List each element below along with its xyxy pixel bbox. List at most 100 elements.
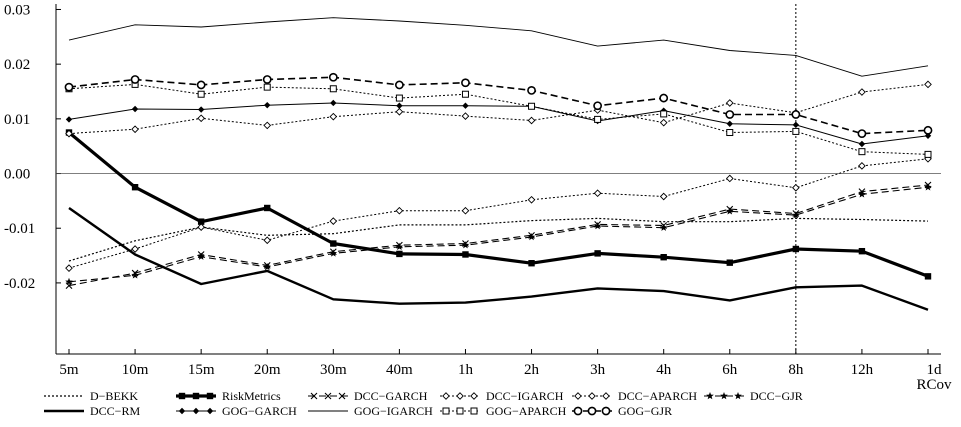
x-tick-label: 1h	[458, 362, 474, 378]
data-point	[131, 245, 139, 253]
legend-item: GOG−GJR	[572, 404, 672, 418]
data-point	[330, 240, 337, 247]
data-point	[65, 129, 73, 138]
data-point	[64, 82, 74, 92]
data-point	[197, 218, 205, 225]
data-point	[65, 282, 73, 290]
data-point	[470, 392, 478, 400]
x-tick-label: 10m	[122, 362, 149, 378]
data-point	[462, 251, 469, 258]
data-point	[792, 121, 800, 129]
data-point	[924, 80, 932, 89]
data-point	[791, 110, 801, 119]
data-point	[528, 260, 535, 267]
legend-item: GOG−GARCH	[176, 404, 297, 418]
data-point	[659, 93, 669, 103]
x-tick-label: 1d RCov	[916, 362, 952, 393]
data-point	[857, 129, 867, 139]
series-line	[68, 158, 929, 269]
series-line	[68, 83, 929, 155]
data-point	[588, 392, 596, 400]
data-point	[442, 407, 450, 415]
series-line	[68, 17, 929, 77]
data-point	[395, 206, 404, 215]
x-tick-label: 15m	[188, 362, 215, 378]
data-point	[264, 204, 271, 212]
series-line	[68, 207, 929, 311]
data-point	[461, 241, 470, 249]
data-point	[131, 184, 139, 191]
data-point	[660, 254, 667, 261]
data-point	[587, 406, 597, 416]
legend-label: DCC−GARCH	[354, 389, 428, 403]
data-point	[659, 192, 668, 201]
legend-item: D−BEKK	[44, 389, 138, 403]
series-dbekk	[68, 217, 929, 262]
x-tick-label: 20m	[254, 362, 281, 378]
data-point	[726, 259, 733, 266]
data-point	[329, 249, 338, 257]
data-point	[593, 101, 603, 111]
data-point	[338, 392, 346, 400]
data-point	[131, 125, 139, 134]
data-point	[263, 263, 272, 271]
legend-label: RiskMetrics	[222, 389, 281, 403]
data-point	[197, 223, 205, 231]
y-tick-label: -0.02	[4, 276, 35, 292]
data-point	[594, 250, 601, 257]
data-point	[192, 392, 200, 400]
legend-item: DCC−IGARCH	[440, 389, 564, 403]
data-point	[461, 112, 470, 120]
data-point	[527, 116, 536, 125]
data-point	[659, 223, 668, 231]
data-point	[131, 271, 139, 279]
series-goggjr	[64, 72, 933, 139]
data-point	[659, 118, 668, 127]
legend-label: D−BEKK	[90, 389, 138, 403]
data-point	[527, 86, 536, 95]
data-point	[197, 90, 205, 98]
data-point	[924, 183, 932, 191]
data-point	[923, 125, 933, 135]
data-point	[442, 392, 450, 400]
data-point	[792, 245, 800, 253]
data-point	[573, 406, 583, 416]
x-tick-label: 40m	[386, 362, 413, 378]
data-point	[461, 90, 469, 98]
data-point	[725, 99, 734, 107]
x-tick-label: 8h	[788, 362, 804, 378]
series-line	[67, 131, 929, 278]
y-tick-label: 0.01	[4, 112, 30, 128]
data-point	[329, 85, 337, 93]
data-point	[461, 78, 470, 88]
legend-label: GOG−GARCH	[222, 404, 297, 418]
x-tick-label: 12h	[851, 362, 874, 378]
data-point	[725, 174, 734, 183]
data-point	[65, 277, 73, 286]
series-line	[68, 186, 929, 283]
data-point	[65, 264, 73, 272]
series-dccgjr	[65, 183, 932, 286]
chart-series	[64, 17, 933, 311]
chart-tick-labels: 0.03 0.02 0.01 0.00 -0.01 -0.02 5m 10m 15m 20m 30m…	[4, 2, 952, 393]
y-tick-label: -0.01	[4, 221, 35, 237]
data-point	[593, 222, 602, 230]
legend-label: GOG−IGARCH	[354, 404, 433, 418]
data-point	[197, 252, 205, 260]
data-point	[456, 392, 464, 400]
data-point	[131, 105, 139, 113]
x-tick-label: 3h	[590, 362, 606, 378]
data-point	[396, 102, 403, 109]
data-point	[206, 392, 214, 400]
y-tick-label: 0.02	[4, 57, 30, 73]
y-tick-label: 0.03	[4, 2, 30, 18]
data-point	[734, 392, 742, 400]
x-tick-label: 30m	[320, 362, 347, 378]
data-point	[130, 75, 140, 84]
data-point	[527, 232, 536, 241]
data-point	[792, 211, 800, 219]
data-point	[858, 162, 866, 170]
series-line	[68, 83, 929, 135]
legend-item: GOG−APARCH	[440, 404, 567, 418]
data-point	[858, 88, 866, 96]
